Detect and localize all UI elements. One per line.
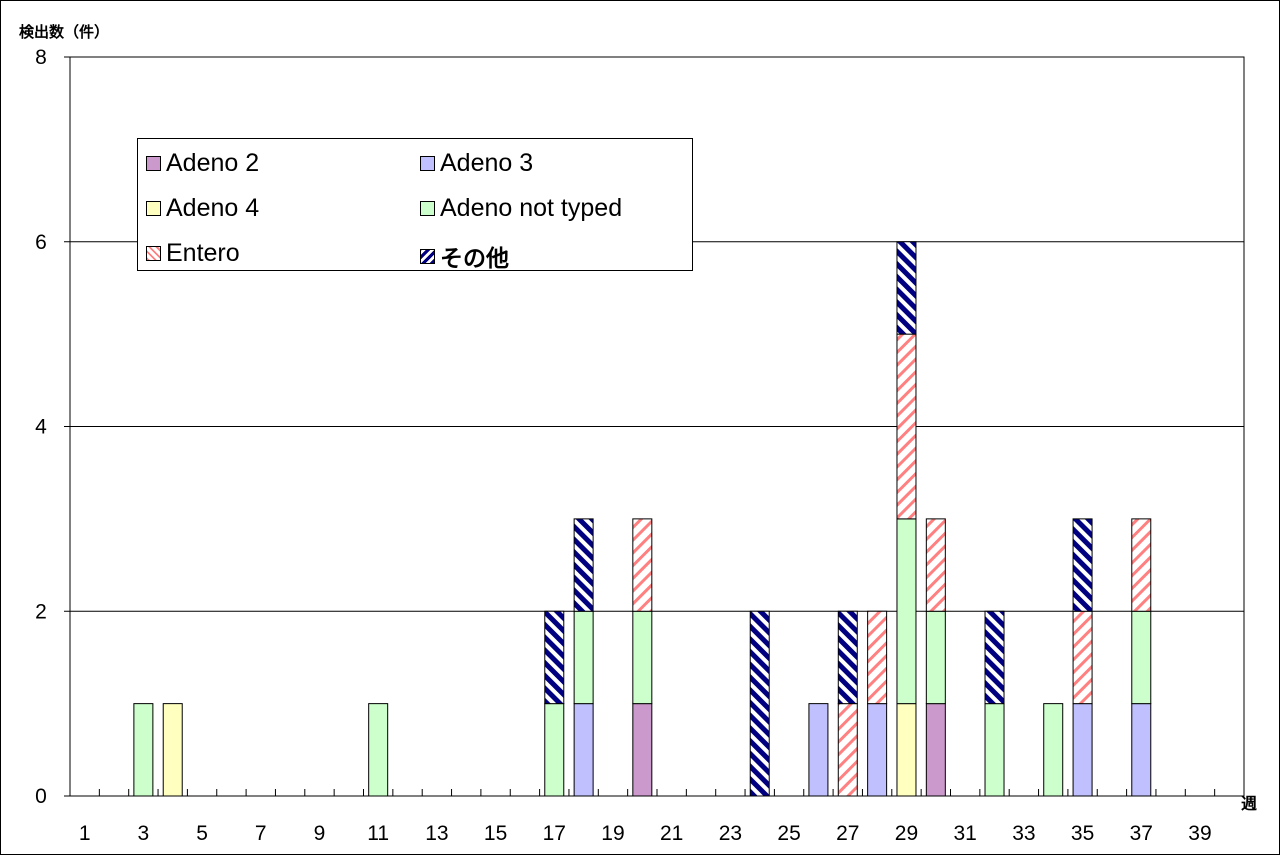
bar-week-32-その他: [984, 610, 1005, 705]
bar-week-30-adeno-2: [925, 703, 946, 797]
axes: [64, 56, 1245, 797]
legend-label: その他: [440, 246, 509, 272]
x-axis-label: 週: [1241, 794, 1258, 813]
legend-label: Adeno 3: [440, 149, 534, 177]
bar-week-30-adeno-not-typed: [925, 610, 946, 705]
bar-week-18-その他: [573, 518, 594, 612]
legend: Adeno 2 Adeno 3 Adeno 4 Adeno not typed Ente…: [137, 138, 693, 273]
legend-label: Adeno 2: [166, 149, 260, 177]
x-tick-label: 27: [836, 822, 859, 845]
bar-week-17-その他: [544, 610, 565, 705]
x-tick-label: 3: [138, 822, 150, 845]
x-tick-labels: 1 3 5 7 9 11 13 15 17 19 21 23 25 27 29 31 33 35 37 39: [79, 822, 1212, 845]
bar-week-11-adeno-not-typed: [368, 703, 389, 797]
x-tick-label: 39: [1188, 822, 1211, 845]
x-tick-label: 13: [425, 822, 448, 845]
legend-swatch: [146, 156, 161, 171]
bar-week-20-adeno-2: [632, 703, 653, 797]
x-tick-label: 25: [777, 822, 800, 845]
x-tick-label: 35: [1071, 822, 1094, 845]
y-tick-label: 8: [35, 46, 47, 69]
x-tick-label: 23: [719, 822, 742, 845]
x-tick-label: 29: [895, 822, 918, 845]
legend-item: Adeno 3: [420, 149, 533, 178]
bar-week-20-entero: [632, 518, 653, 612]
bars: [133, 241, 1152, 797]
bar-week-18-adeno-3: [573, 703, 594, 797]
bar-week-17-adeno-not-typed: [544, 703, 565, 797]
bar-week-20-adeno-not-typed: [632, 610, 653, 705]
legend-swatch: [420, 201, 435, 216]
legend-item: Adeno 2: [146, 149, 259, 178]
legend-label: Adeno 4: [166, 194, 260, 222]
y-tick-label: 0: [35, 785, 47, 808]
legend-swatch: [420, 156, 435, 171]
bar-week-29-その他: [896, 241, 917, 335]
bar-week-34-adeno-not-typed: [1043, 703, 1064, 797]
y-axis-label: 検出数（件）: [19, 23, 110, 41]
bar-week-30-entero: [925, 518, 946, 612]
y-tick-label: 6: [35, 231, 47, 254]
gridlines: [70, 241, 1244, 612]
bar-week-37-adeno-3: [1131, 703, 1152, 797]
bar-week-28-entero: [867, 610, 888, 705]
legend-label: Entero: [166, 239, 240, 267]
legend-item: Adeno not typed: [420, 194, 622, 223]
x-tick-label: 21: [660, 822, 683, 845]
x-tick-label: 11: [367, 822, 389, 845]
bar-week-35-adeno-3: [1072, 703, 1093, 797]
x-tick-label: 1: [79, 822, 91, 845]
bar-week-35-entero: [1072, 610, 1093, 705]
legend-swatch: [420, 248, 435, 264]
bar-week-18-adeno-not-typed: [573, 610, 594, 705]
bar-week-37-entero: [1131, 518, 1152, 612]
y-tick-label: 2: [35, 600, 47, 623]
legend-swatch: [146, 201, 161, 216]
x-tick-label: 7: [255, 822, 267, 845]
bar-week-35-その他: [1072, 518, 1093, 612]
bar-week-27-entero: [837, 703, 858, 797]
bar-week-24-その他: [749, 610, 770, 797]
legend-label: Adeno not typed: [440, 194, 623, 222]
bar-week-27-その他: [837, 610, 858, 705]
legend-item: その他: [420, 239, 509, 273]
x-tick-label: 5: [196, 822, 208, 845]
y-tick-labels: 0 2 4 6 8: [35, 46, 47, 808]
x-tick-label: 9: [314, 822, 326, 845]
bar-week-4-adeno-4: [162, 703, 183, 797]
bar-week-37-adeno-not-typed: [1131, 610, 1152, 705]
bar-week-29-adeno-4: [896, 703, 917, 797]
legend-item: Entero: [146, 239, 240, 268]
bar-week-26-adeno-3: [808, 703, 829, 797]
x-tick-label: 15: [484, 822, 507, 845]
x-tick-label: 17: [543, 822, 566, 845]
legend-swatch: [146, 246, 161, 261]
bar-week-29-entero: [896, 333, 917, 520]
x-tick-label: 19: [601, 822, 624, 845]
x-tick-label: 33: [1012, 822, 1035, 845]
y-tick-label: 4: [35, 416, 47, 439]
x-tick-label: 37: [1130, 822, 1153, 845]
bar-week-32-adeno-not-typed: [984, 703, 1005, 797]
bar-week-28-adeno-3: [867, 703, 888, 797]
bar-week-29-adeno-not-typed: [896, 518, 917, 705]
x-tick-label: 31: [953, 822, 976, 845]
legend-item: Adeno 4: [146, 194, 259, 223]
bar-week-3-adeno-not-typed: [133, 703, 154, 797]
